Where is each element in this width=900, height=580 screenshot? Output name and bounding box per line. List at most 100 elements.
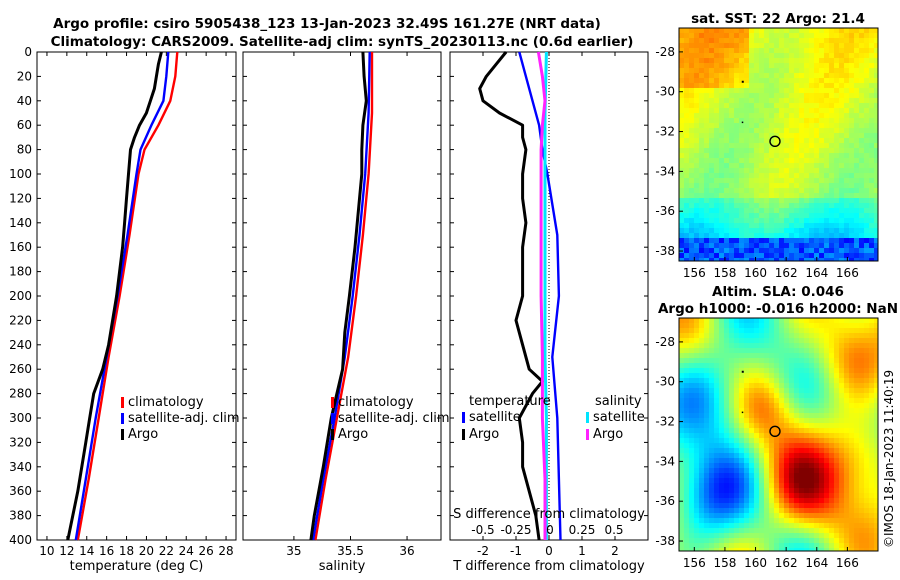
map-cell	[699, 398, 704, 403]
map-cell	[694, 363, 699, 368]
map-cell	[679, 83, 684, 88]
map-cell	[809, 543, 814, 548]
map-cell	[784, 323, 789, 328]
map-cell	[824, 198, 829, 203]
map-cell	[824, 513, 829, 518]
map-cell	[844, 233, 849, 238]
map-cell	[759, 498, 764, 503]
map-cell	[714, 238, 719, 243]
map-cell	[799, 168, 804, 173]
map-cell	[769, 513, 774, 518]
map-cell	[694, 318, 699, 323]
map-cell	[719, 493, 724, 498]
map-cell	[694, 348, 699, 353]
map-cell	[699, 183, 704, 188]
map-cell	[834, 383, 839, 388]
map-cell	[834, 543, 839, 548]
map-cell	[789, 48, 794, 53]
map-cell	[804, 443, 809, 448]
map-cell	[744, 493, 749, 498]
map-cell	[739, 163, 744, 168]
map-cell	[769, 153, 774, 158]
map-cell	[839, 138, 844, 143]
map-cell	[704, 518, 709, 523]
map-cell	[689, 458, 694, 463]
map-cell	[779, 418, 784, 423]
map-cell	[854, 378, 859, 383]
map-cell	[834, 318, 839, 323]
map-cell	[744, 163, 749, 168]
map-cell	[729, 148, 734, 153]
map-cell	[694, 173, 699, 178]
map-cell	[754, 468, 759, 473]
map-cell	[799, 118, 804, 123]
map-cell	[844, 398, 849, 403]
map-cell	[854, 68, 859, 73]
map-cell	[729, 543, 734, 548]
map-cell	[799, 183, 804, 188]
map-cell	[784, 443, 789, 448]
map-cell	[744, 533, 749, 538]
map-cell	[764, 178, 769, 183]
map-cell	[754, 413, 759, 418]
map-cell	[799, 318, 804, 323]
map-cell	[864, 178, 869, 183]
map-cell	[829, 133, 834, 138]
map-cell	[819, 393, 824, 398]
map-cell	[714, 473, 719, 478]
axes-box	[36, 51, 237, 541]
map-cell	[844, 488, 849, 493]
map-cell	[724, 498, 729, 503]
map-cell	[709, 443, 714, 448]
map-cell	[754, 358, 759, 363]
map-cell	[824, 33, 829, 38]
map-cell	[684, 58, 689, 63]
map-cell	[764, 493, 769, 498]
map-cell	[854, 433, 859, 438]
map-cell	[804, 33, 809, 38]
map-cell	[724, 33, 729, 38]
map-cell	[694, 458, 699, 463]
map-cell	[859, 548, 864, 551]
map-cell	[784, 338, 789, 343]
map-cell	[734, 383, 739, 388]
map-cell	[729, 203, 734, 208]
map-cell	[749, 423, 754, 428]
map-cell	[864, 498, 869, 503]
map-cell	[834, 223, 839, 228]
map-cell	[829, 498, 834, 503]
map-cell	[814, 428, 819, 433]
map-cell	[769, 193, 774, 198]
map-cell	[839, 168, 844, 173]
map-cell	[759, 33, 764, 38]
map-cell	[689, 203, 694, 208]
map-cell	[864, 478, 869, 483]
map-cell	[799, 548, 804, 551]
map-cell	[734, 413, 739, 418]
map-cell	[744, 143, 749, 148]
map-cell	[834, 503, 839, 508]
map-cell	[819, 243, 824, 248]
map-cell	[724, 98, 729, 103]
map-cell	[774, 153, 779, 158]
map-cell	[699, 53, 704, 58]
map-cell	[804, 63, 809, 68]
map-cell	[819, 423, 824, 428]
map-cell	[759, 478, 764, 483]
map-cell	[739, 258, 744, 261]
map-cell	[679, 498, 684, 503]
map-cell	[824, 143, 829, 148]
map-cell	[764, 458, 769, 463]
map-cell	[759, 158, 764, 163]
map-cell	[704, 123, 709, 128]
map-cell	[849, 88, 854, 93]
map-cell	[844, 168, 849, 173]
map-cell	[779, 243, 784, 248]
map-cell	[749, 203, 754, 208]
map-cell	[804, 438, 809, 443]
map-cell	[824, 168, 829, 173]
map-cell	[799, 238, 804, 243]
map-cell	[839, 123, 844, 128]
map-cell	[709, 373, 714, 378]
map-cell	[684, 388, 689, 393]
